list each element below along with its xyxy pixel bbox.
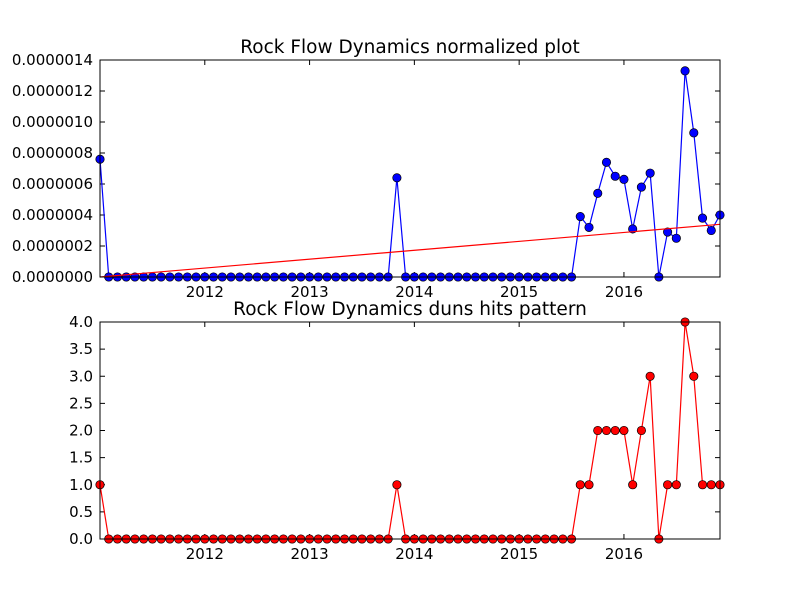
chart1-data-point — [645, 168, 655, 178]
chart2-xtick-label: 2015 — [500, 545, 538, 563]
chart1-ytick-label: 0.0000006 — [12, 175, 93, 193]
chart1-data-point — [706, 225, 716, 236]
chart2-data-point — [689, 371, 699, 381]
chart1-data-point — [584, 222, 594, 232]
chart2-data-point — [601, 425, 612, 436]
chart1-title: Rock Flow Dynamics normalized plot — [240, 37, 579, 58]
chart2-data-point — [671, 480, 681, 490]
chart2-data-point — [619, 425, 629, 436]
chart2-data-point — [645, 371, 655, 381]
chart1-axes-frame — [99, 59, 721, 278]
chart1-data-point — [697, 213, 708, 223]
chart2-data-point — [584, 480, 594, 490]
chart1-xtick-label: 2014 — [395, 283, 433, 301]
chart2-xtick-label: 2012 — [186, 545, 224, 563]
chart1-data-point — [619, 174, 629, 184]
chart1-ytick-label: 0.0000000 — [12, 268, 93, 286]
chart1-data-point — [392, 173, 402, 183]
chart2-ytick-label: 1.0 — [69, 476, 93, 494]
chart2-data-point — [706, 480, 716, 490]
chart1-data-point — [610, 171, 620, 181]
chart2-ytick-label: 3.0 — [69, 367, 93, 385]
chart1-data-point — [663, 227, 673, 237]
chart2-ytick-label: 0.0 — [69, 530, 93, 548]
chart2-data-point — [575, 480, 585, 490]
chart2-plot: 0.0 0.5 1.0 1.5 2.0 2.5 3.0 3.5 4.0 2012 2013 2014 2… — [69, 313, 725, 563]
chart1-ytick-label: 0.0000008 — [12, 144, 93, 162]
chart2-ytick-label: 4.0 — [69, 313, 93, 331]
chart2-data-point — [392, 480, 402, 490]
chart1-data-point — [671, 233, 681, 243]
chart1-xtick-label: 2016 — [605, 283, 643, 301]
chart1-trend-line — [99, 223, 721, 278]
chart1-plot-area — [100, 60, 720, 277]
chart1-data-point — [689, 128, 699, 138]
chart2-ytick-label: 2.0 — [69, 422, 93, 440]
chart1-data-point — [575, 212, 585, 222]
chart2-xtick-label: 2014 — [395, 545, 433, 563]
chart1-plot: 0.0000000 0.0000002 0.0000004 0.0000006 0.00… — [12, 51, 725, 301]
chart2-title: Rock Flow Dynamics duns hits pattern — [233, 299, 587, 320]
chart1-ytick-label: 0.0000010 — [12, 113, 93, 131]
chart2-xtick-label: 2016 — [605, 545, 643, 563]
chart1-ytick-label: 0.0000004 — [12, 206, 93, 224]
chart1-data-point — [601, 157, 612, 167]
chart2-data-point — [636, 425, 646, 436]
chart1-data-point — [593, 188, 603, 198]
chart1-xtick-label: 2015 — [500, 283, 538, 301]
chart1-ytick-label: 0.0000014 — [12, 51, 93, 69]
chart1-ytick-label: 0.0000012 — [12, 82, 93, 100]
chart2-data-point — [628, 480, 638, 490]
chart1-xtick-label: 2013 — [290, 283, 328, 301]
chart1-ytick-label: 0.0000002 — [12, 237, 93, 255]
chart2-ytick-label: 2.5 — [69, 394, 93, 412]
chart1-xtick-label: 2012 — [186, 283, 224, 301]
chart2-ytick-label: 1.5 — [69, 449, 93, 467]
chart2-ytick-label: 0.5 — [69, 503, 93, 521]
chart2-ytick-label: 3.5 — [69, 340, 93, 358]
chart2-data-point — [610, 425, 620, 436]
chart1-data-point — [636, 182, 646, 192]
chart1-data-point — [680, 66, 690, 76]
chart2-xtick-label: 2013 — [290, 545, 328, 563]
chart2-data-point — [697, 480, 708, 490]
chart2-axes-frame — [99, 321, 721, 540]
chart2-data-point — [663, 480, 673, 490]
chart2-data-point — [593, 425, 603, 436]
